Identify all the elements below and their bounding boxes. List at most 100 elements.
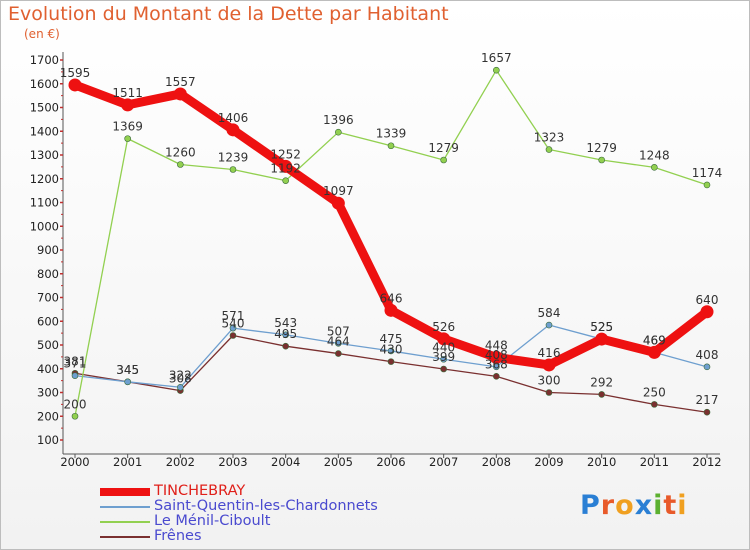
legend-item: Le Ménil-Ciboult	[100, 514, 378, 529]
data-point	[279, 159, 293, 173]
data-point	[651, 401, 658, 408]
data-point	[437, 332, 451, 346]
data-label: 640	[696, 293, 719, 307]
data-point	[598, 156, 605, 164]
data-label: 526	[432, 320, 455, 334]
data-point	[124, 378, 131, 386]
x-tick-label: 2000	[60, 455, 89, 469]
y-tick-label: 1400	[30, 124, 59, 138]
x-tick-label: 2004	[271, 455, 300, 469]
x-tick-label: 2003	[218, 455, 247, 469]
legend-label: Le Ménil-Ciboult	[154, 513, 271, 529]
x-tick-label: 2002	[166, 455, 195, 469]
data-label: 200	[64, 397, 87, 411]
data-point	[71, 412, 79, 420]
legend-item: Frênes	[100, 529, 378, 544]
y-tick-label: 800	[37, 267, 59, 281]
data-point	[542, 358, 556, 372]
data-point	[595, 332, 609, 346]
data-label: 469	[643, 333, 666, 347]
data-point	[440, 355, 447, 363]
y-tick-label: 700	[37, 291, 59, 305]
data-label: 646	[380, 291, 403, 305]
chart-subtitle: (en €)	[24, 27, 60, 41]
data-label: 345	[116, 363, 139, 377]
legend-swatch	[100, 487, 150, 496]
data-label: 540	[222, 317, 245, 331]
data-label: 322	[169, 368, 192, 382]
data-point	[226, 123, 240, 137]
y-tick-label: 900	[37, 243, 59, 257]
data-label: 525	[590, 320, 613, 334]
legend-label: TINCHEBRAY	[154, 483, 246, 499]
x-tick-label: 2010	[587, 455, 616, 469]
legend: TINCHEBRAY Saint-Quentin-les-Chardonnets L…	[100, 484, 378, 544]
data-point	[173, 87, 187, 101]
data-label: 300	[538, 374, 561, 388]
data-label: 430	[380, 343, 403, 357]
data-label: 1511	[112, 86, 143, 100]
chart-title: Evolution du Montant de la Dette par Hab…	[8, 3, 449, 25]
logo-letter: P	[580, 490, 601, 521]
y-tick-label: 500	[37, 338, 59, 352]
x-tick-label: 2011	[640, 455, 669, 469]
data-point	[703, 181, 711, 189]
data-label: 408	[696, 348, 719, 362]
data-point	[229, 166, 237, 173]
data-point	[282, 331, 289, 339]
legend-label: Frênes	[154, 528, 202, 544]
data-point	[335, 340, 342, 347]
data-point	[282, 177, 289, 184]
y-tick-label: 1100	[30, 196, 59, 210]
data-point	[489, 350, 503, 364]
data-label: 371	[64, 357, 87, 371]
data-point	[282, 342, 289, 350]
data-label: 584	[538, 306, 561, 320]
data-point	[647, 345, 661, 359]
logo-letter: i	[653, 490, 664, 521]
y-tick-label: 400	[37, 362, 59, 376]
data-point	[493, 66, 500, 74]
data-label: 1174	[692, 166, 723, 180]
x-tick-label: 2008	[482, 455, 511, 469]
data-label: 1192	[270, 162, 301, 176]
data-label: 399	[432, 350, 455, 364]
data-point	[229, 332, 237, 339]
data-point	[177, 161, 184, 168]
data-point	[440, 365, 447, 373]
logo-letter: t	[663, 490, 678, 521]
data-label: 1557	[165, 75, 196, 89]
data-label: 408	[485, 348, 508, 362]
data-label: 1595	[60, 66, 91, 80]
data-label: 495	[274, 327, 297, 341]
data-label: 345	[116, 363, 139, 377]
data-label: 469	[643, 333, 666, 347]
data-label: 1369	[112, 120, 143, 134]
data-point	[387, 347, 395, 355]
data-label: 1396	[323, 113, 354, 127]
x-tick-label: 2006	[376, 455, 405, 469]
y-tick-label: 1700	[30, 53, 59, 67]
data-label: 1248	[639, 148, 670, 162]
proxiti-logo: Proxiti	[580, 490, 688, 521]
data-label: 1260	[165, 146, 196, 160]
x-tick-label: 2007	[429, 455, 458, 469]
data-label: 217	[696, 393, 719, 407]
data-label: 1097	[323, 184, 354, 198]
y-tick-label: 200	[37, 409, 59, 423]
y-tick-label: 600	[37, 314, 59, 328]
logo-letter: i	[677, 490, 688, 521]
logo-letter: o	[615, 490, 635, 521]
data-point	[493, 373, 500, 380]
data-label: 525	[590, 320, 613, 334]
x-tick-label: 2009	[534, 455, 563, 469]
legend-swatch	[100, 520, 150, 523]
data-point	[700, 305, 714, 319]
data-point	[68, 78, 82, 92]
logo-letter: r	[600, 490, 616, 521]
data-label: 416	[538, 346, 561, 360]
data-label: 543	[274, 316, 297, 330]
data-label: 1252	[270, 147, 301, 161]
data-label: 1657	[481, 51, 512, 65]
